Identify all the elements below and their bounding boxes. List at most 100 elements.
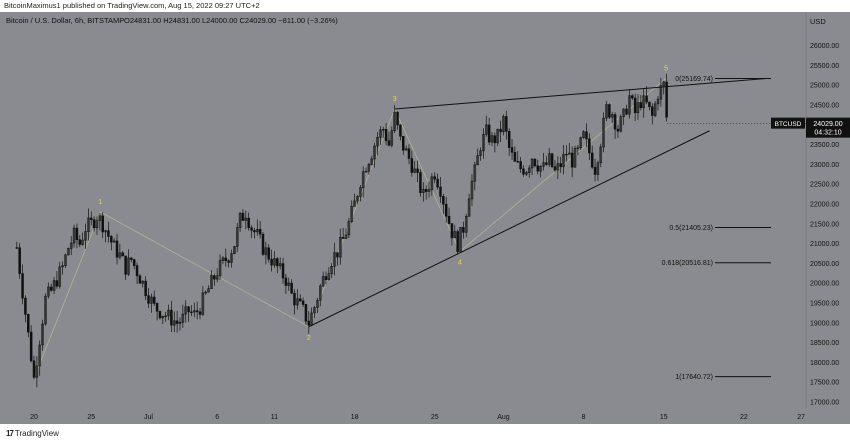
tradingview-logo[interactable]: 17 TradingView: [6, 429, 59, 438]
candle-up: [530, 158, 534, 169]
price-tick-label: 22000.00: [810, 202, 839, 209]
candle-up: [69, 242, 73, 249]
candle-down: [442, 196, 445, 205]
candle-up: [330, 265, 333, 274]
publish-header: BitcoinMaximus1 published on TradingView…: [0, 0, 850, 12]
wedge-trendline[interactable]: [394, 77, 767, 110]
candle-up: [596, 162, 600, 175]
candle-down: [261, 233, 265, 255]
candle-down: [519, 161, 522, 170]
candlestick-chart[interactable]: Bitcoin / U.S. Dollar, 6h, BITSTAMP O248…: [0, 12, 850, 424]
candle-up: [502, 116, 505, 133]
fibonacci-levels[interactable]: 0(25169.74) 0.5(21405.23) 0.618(20516.81) 1…: [662, 76, 771, 381]
candle-down: [90, 217, 93, 220]
candle-down: [570, 152, 574, 168]
candle-up: [350, 206, 353, 222]
candle-up: [539, 165, 542, 172]
candle-up: [178, 321, 182, 324]
candle-down: [499, 128, 502, 133]
candle-up: [573, 148, 577, 168]
candle-up: [453, 231, 457, 239]
time-axis-background: [0, 408, 850, 424]
candle-up: [141, 280, 145, 284]
candle-up: [367, 164, 371, 172]
candle-up: [576, 147, 580, 149]
tradingview-logo-icon: 17: [6, 429, 14, 438]
candle-down: [613, 114, 617, 130]
candle-up: [72, 227, 76, 244]
candle-up: [207, 288, 210, 293]
candle-up: [104, 230, 107, 233]
candle-down: [144, 280, 147, 296]
price-axis-currency: USD: [810, 17, 826, 26]
candle-up: [356, 196, 359, 202]
candle-up: [599, 146, 603, 164]
time-axis[interactable]: 20 25 Jul 6 11 18 25 Aug 8 15 22 27: [30, 414, 805, 421]
price-axis[interactable]: 17000.00 17500.00 18000.00 18500.00 19000.00…: [810, 43, 839, 406]
candle-down: [324, 276, 328, 280]
candle-down: [536, 165, 540, 172]
fib-level-label: 0.5(21405.23): [669, 225, 713, 232]
candle-up: [173, 320, 176, 326]
wave-label: 5: [664, 65, 668, 72]
candle-down: [270, 258, 273, 266]
candle-up: [244, 217, 248, 221]
candle-down: [450, 223, 454, 239]
candle-down: [75, 227, 79, 241]
candle-up: [87, 217, 90, 232]
candle-down: [32, 360, 36, 378]
candle-down: [625, 108, 628, 115]
price-tick-label: 17500.00: [810, 380, 839, 387]
wave-label: 3: [393, 96, 397, 103]
candle-down: [15, 247, 19, 249]
candle-down: [513, 152, 517, 162]
candle-down: [510, 147, 514, 153]
legend-ohlc: O24831.00 H24831.00 L24000.00 C24029.00 …: [124, 16, 338, 25]
candle-up: [238, 212, 242, 229]
candle-up: [404, 148, 408, 151]
last-price-label: BTCUSD 24029.00 04:32:10: [667, 117, 850, 138]
candle-up: [333, 252, 336, 267]
candle-down: [155, 303, 159, 312]
candle-down: [399, 124, 402, 137]
candle-down: [505, 116, 508, 132]
wedge-trendlines[interactable]: [308, 77, 767, 328]
candle-down: [187, 306, 190, 313]
price-tick-label: 21000.00: [810, 241, 839, 248]
price-box-value: 24029.00: [813, 121, 842, 128]
wedge-trendline[interactable]: [308, 130, 710, 328]
candle-down: [135, 265, 139, 277]
wave-count-labels: 1 2 3 4 5: [98, 65, 668, 341]
candle-down: [416, 168, 419, 173]
wave-label: 2: [307, 335, 311, 342]
candle-up: [52, 280, 56, 291]
candle-up: [339, 237, 342, 258]
candle-up: [422, 189, 425, 193]
candle-down: [608, 104, 611, 118]
candle-up: [619, 116, 623, 132]
candle-up: [95, 220, 99, 229]
candle-up: [181, 313, 185, 323]
candle-down: [170, 309, 173, 326]
candle-up: [35, 365, 39, 378]
candle-down: [493, 135, 497, 144]
candle-down: [545, 162, 548, 165]
candle-down: [101, 215, 104, 233]
time-tick-label: 20: [30, 414, 38, 421]
price-tick-label: 25500.00: [810, 63, 839, 70]
candle-down: [267, 247, 270, 260]
candle-down: [590, 152, 594, 168]
candle-down: [258, 228, 262, 235]
time-tick-label: 25: [87, 414, 95, 421]
candle-up: [525, 172, 528, 175]
candle-up: [490, 135, 494, 143]
candle-down: [550, 153, 554, 167]
candle-up: [118, 252, 122, 258]
wave-label: 1: [98, 199, 102, 206]
chart-area[interactable]: Bitcoin / U.S. Dollar, 6h, BITSTAMP O248…: [0, 12, 850, 424]
candle-down: [247, 217, 250, 228]
candle-up: [218, 260, 222, 277]
time-tick-label: 18: [351, 414, 359, 421]
candle-down: [384, 129, 388, 142]
candle-down: [639, 102, 643, 109]
